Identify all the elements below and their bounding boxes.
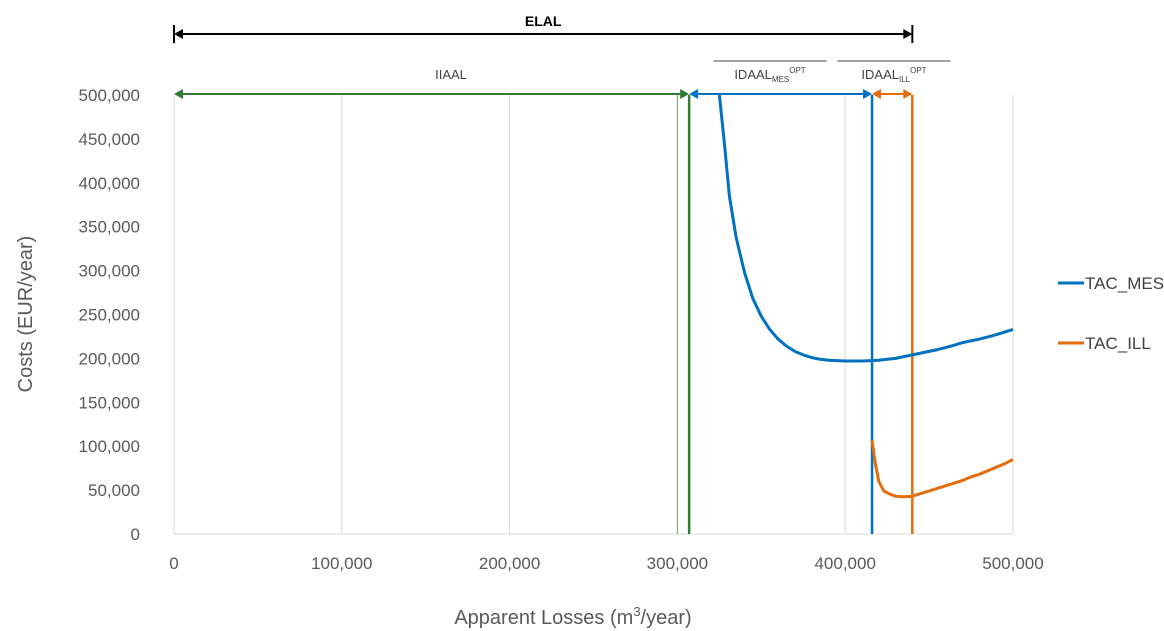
annotation-label-idaal-mes: IDAALMESOPT: [734, 66, 805, 84]
x-tick-label: 100,000: [311, 554, 372, 573]
y-tick-label: 300,000: [79, 262, 140, 281]
y-tick-label: 50,000: [88, 481, 140, 500]
annotation-arrowhead: [903, 29, 913, 39]
legend-label: TAC_MES: [1085, 274, 1164, 293]
legend: TAC_MES TAC_ILL: [1058, 274, 1164, 353]
annotation-arrowhead: [903, 89, 913, 99]
x-tick-label: 0: [169, 554, 178, 573]
x-axis-title-tail: /year): [641, 607, 692, 629]
y-tick-label: 350,000: [79, 218, 140, 237]
series: [717, 94, 1014, 499]
x-tick-label: 300,000: [647, 554, 708, 573]
y-tick-label: 150,000: [79, 393, 140, 412]
annotation-arrowhead: [863, 89, 873, 99]
annotation-label-elal: ELAL: [525, 13, 562, 29]
y-axis-title: Costs (EUR/year): [15, 236, 37, 393]
x-tick-label: 500,000: [982, 554, 1043, 573]
ticks: 0 100,000 200,000 300,000 400,000 500,000 0 50,…: [79, 86, 1044, 573]
y-tick-label: 250,000: [79, 306, 140, 325]
x-tick-label: 200,000: [479, 554, 540, 573]
x-axis-title-sup: 3: [633, 604, 640, 619]
y-tick-label: 500,000: [79, 86, 140, 105]
annotation-arrowhead: [872, 89, 882, 99]
y-tick-label: 400,000: [79, 174, 140, 193]
annotation-arrowhead: [689, 89, 699, 99]
annotation-arrowhead: [174, 89, 183, 99]
y-tick-label: 100,000: [79, 437, 140, 456]
annotation-label-iiaal: IIAAL: [435, 67, 467, 82]
y-tick-label: 0: [131, 525, 140, 544]
x-axis-title-main: Apparent Losses (m: [454, 607, 633, 629]
grid: [173, 95, 1014, 535]
annotation-arrowhead: [680, 89, 690, 99]
x-axis-title: Apparent Losses (m3/year): [454, 604, 691, 629]
series-line-tac-ill: [870, 439, 1014, 499]
annotation-arrowhead: [174, 29, 183, 39]
y-tick-label: 450,000: [79, 130, 140, 149]
legend-label: TAC_ILL: [1085, 334, 1151, 353]
annotations: ELAL IIAAL IDAALMESOPT IDAALILLOPT: [173, 13, 951, 99]
x-tick-label: 400,000: [814, 554, 875, 573]
y-tick-label: 200,000: [79, 349, 140, 368]
annotation-label-idaal-ill: IDAALILLOPT: [861, 66, 926, 84]
vertical-lines: [676, 95, 914, 534]
series-line-tac-mes: [717, 94, 1014, 363]
